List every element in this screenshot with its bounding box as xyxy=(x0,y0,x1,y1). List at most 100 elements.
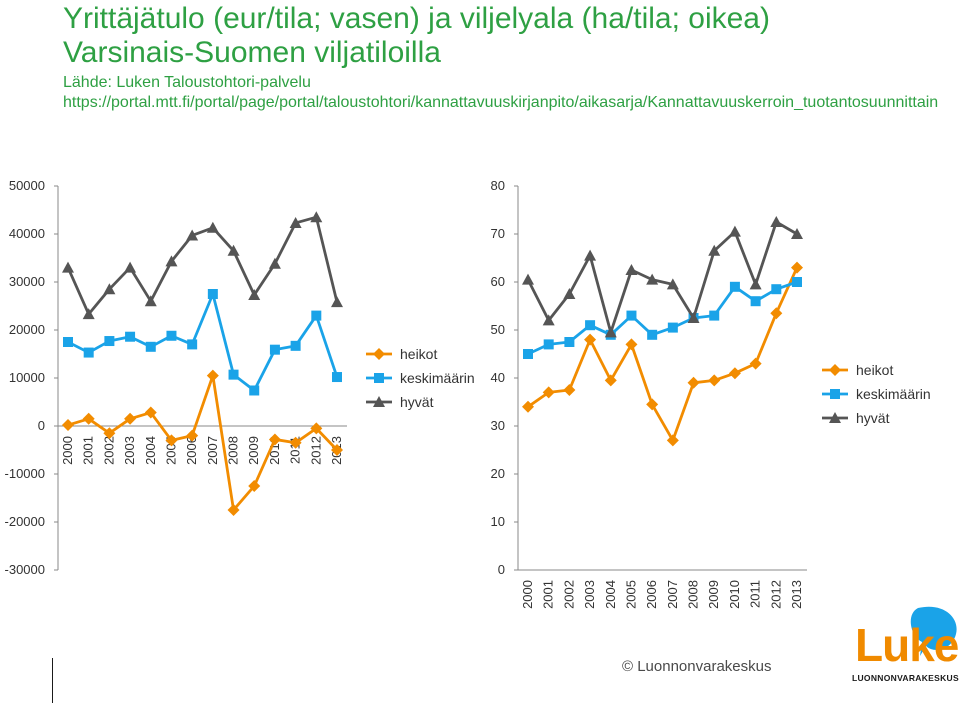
left-x-tick-label: 2008 xyxy=(226,436,241,465)
left-data-point xyxy=(290,340,301,351)
footer-divider xyxy=(52,658,53,703)
left-data-point xyxy=(227,244,240,256)
right-data-point xyxy=(625,338,638,351)
right-data-point xyxy=(687,376,700,389)
left-y-tick-label: 30000 xyxy=(9,274,45,289)
right-data-point xyxy=(729,281,740,292)
left-data-point xyxy=(206,221,219,233)
right-y-tick-label: 10 xyxy=(491,514,505,529)
source-line: Lähde: Luken Taloustohtori-palvelu xyxy=(63,74,311,91)
right-data-point xyxy=(770,216,783,227)
left-y-tick-label: 0 xyxy=(38,418,45,433)
right-data-point xyxy=(604,326,617,338)
left-x-tick-label: 2001 xyxy=(81,436,96,465)
left-data-point xyxy=(104,336,115,347)
left-data-point xyxy=(62,261,74,273)
leaf-shape xyxy=(910,606,957,656)
right-y-tick-label: 40 xyxy=(491,370,505,385)
left-x-tick-label: 2000 xyxy=(60,436,75,465)
right-legend-marker xyxy=(830,389,840,399)
right-data-point xyxy=(749,278,762,290)
source-url: https://portal.mtt.fi/portal/page/portal… xyxy=(63,94,939,111)
right-data-point xyxy=(585,320,596,331)
right-y-tick-label: 60 xyxy=(491,274,505,289)
left-data-point xyxy=(165,255,178,267)
right-data-point xyxy=(749,357,762,370)
left-data-point xyxy=(268,433,281,446)
right-x-tick-label: 2009 xyxy=(706,580,721,609)
left-data-point xyxy=(124,412,137,425)
right-data-point xyxy=(626,310,637,321)
right-data-point xyxy=(687,312,700,323)
left-data-point xyxy=(249,385,260,396)
left-data-point xyxy=(144,295,157,307)
logo-subtitle: LUONNONVARAKESKUS xyxy=(852,673,959,683)
right-x-tick-label: 2005 xyxy=(623,580,638,609)
right-x-tick-label: 2012 xyxy=(768,580,783,609)
left-data-point xyxy=(332,372,342,383)
right-x-tick-label: 2003 xyxy=(582,580,597,609)
source-note: Lähde: Luken Taloustohtori-palvelu https… xyxy=(63,73,943,113)
right-legend-label: hyvät xyxy=(856,410,890,426)
right-data-point xyxy=(564,337,575,347)
left-data-point xyxy=(186,229,199,241)
title-line-1: Yrittäjätulo (eur/tila; vasen) ja viljel… xyxy=(63,2,770,35)
left-y-tick-label: -30000 xyxy=(5,562,45,577)
left-y-tick-label: 20000 xyxy=(9,322,45,337)
copyright-text: © Luonnonvarakeskus xyxy=(622,658,772,675)
left-data-point xyxy=(62,419,74,432)
left-data-point xyxy=(269,344,280,355)
right-data-point xyxy=(584,333,597,346)
right-data-point xyxy=(542,386,555,399)
right-y-tick-label: 70 xyxy=(491,226,505,241)
right-data-point xyxy=(709,310,720,321)
left-data-point xyxy=(83,347,94,358)
left-data-point xyxy=(124,261,137,273)
right-x-tick-label: 2001 xyxy=(541,580,556,609)
left-data-point xyxy=(331,444,343,456)
right-data-point xyxy=(791,228,803,239)
left-data-point xyxy=(63,337,73,347)
right-data-point xyxy=(563,288,576,299)
left-legend-label: keskimäärin xyxy=(400,370,475,386)
right-x-tick-label: 2006 xyxy=(644,580,659,609)
left-data-point xyxy=(144,406,157,419)
right-data-point xyxy=(771,284,782,295)
left-y-tick-label: 50000 xyxy=(9,178,45,193)
right-y-tick-label: 0 xyxy=(498,562,505,577)
right-legend-label: keskimäärin xyxy=(856,386,931,402)
left-x-tick-label: 2002 xyxy=(101,436,116,465)
right-x-tick-label: 2002 xyxy=(561,580,576,609)
left-data-point xyxy=(289,436,302,449)
right-data-point xyxy=(522,273,534,285)
right-x-tick-label: 2013 xyxy=(789,580,804,609)
left-y-tick-label: 40000 xyxy=(9,226,45,241)
left-data-point xyxy=(310,211,323,223)
left-data-point xyxy=(103,427,116,440)
right-legend-marker xyxy=(829,364,841,376)
left-legend-marker xyxy=(374,373,384,383)
luke-logo-leaf-icon xyxy=(910,606,957,656)
right-data-point xyxy=(543,339,554,350)
left-data-point xyxy=(103,283,116,295)
right-data-point xyxy=(708,244,721,256)
right-y-tick-label: 80 xyxy=(491,178,505,193)
right-legend-marker xyxy=(829,412,841,423)
right-data-point xyxy=(666,278,679,290)
right-y-tick-label: 30 xyxy=(491,418,505,433)
right-x-tick-label: 2008 xyxy=(686,580,701,609)
right-x-tick-label: 2010 xyxy=(727,580,742,609)
left-x-tick-label: 2010 xyxy=(267,436,282,465)
right-data-point xyxy=(708,374,721,387)
left-data-point xyxy=(187,339,198,350)
right-data-point xyxy=(750,296,761,307)
left-x-tick-label: 2009 xyxy=(246,436,261,465)
left-x-tick-label: 2012 xyxy=(308,436,323,465)
left-legend-marker xyxy=(373,348,385,360)
left-data-point xyxy=(125,331,136,342)
left-data-point xyxy=(206,369,219,382)
left-data-point xyxy=(207,289,218,299)
right-x-tick-label: 2004 xyxy=(603,580,618,609)
left-x-tick-label: 2006 xyxy=(184,436,199,465)
right-data-point xyxy=(646,273,659,285)
